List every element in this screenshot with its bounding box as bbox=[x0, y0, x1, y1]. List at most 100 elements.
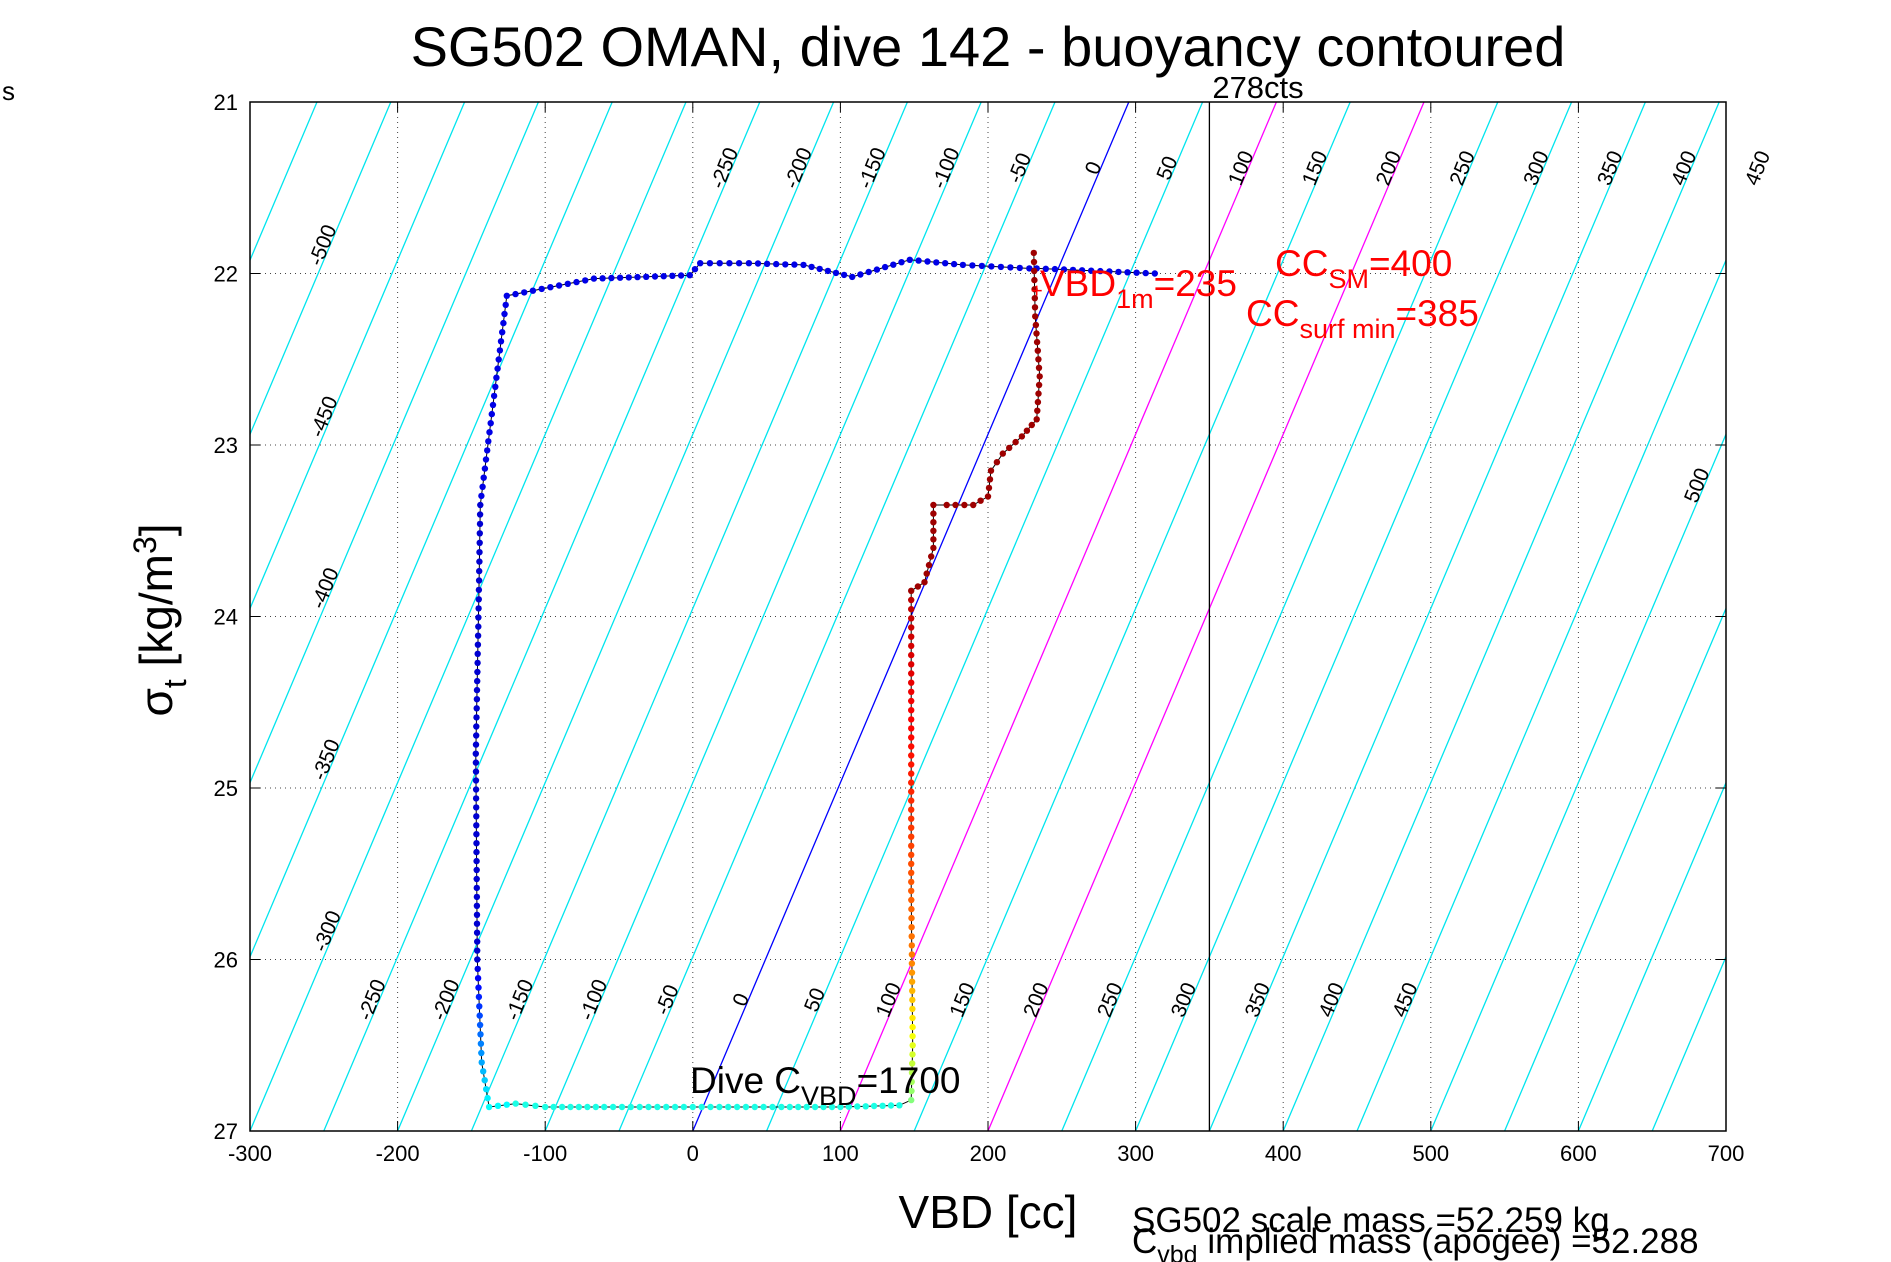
track-point bbox=[908, 924, 915, 931]
track-point bbox=[908, 978, 916, 985]
track-point bbox=[480, 1068, 487, 1075]
contour-line bbox=[839, 102, 1277, 1131]
track-point bbox=[832, 269, 840, 277]
track-point bbox=[908, 688, 915, 695]
track-point bbox=[575, 1103, 583, 1111]
track-point bbox=[908, 869, 915, 876]
track-point bbox=[997, 263, 1005, 271]
track-point bbox=[476, 1012, 483, 1019]
track-point bbox=[481, 465, 489, 472]
track-point bbox=[908, 651, 915, 659]
track-point bbox=[475, 596, 482, 603]
track-point bbox=[680, 1103, 688, 1111]
track-point bbox=[800, 261, 807, 269]
track-point bbox=[564, 280, 571, 287]
track-point bbox=[474, 975, 482, 982]
track-point bbox=[909, 1051, 916, 1058]
contour-line bbox=[1430, 432, 1726, 1131]
track-point bbox=[857, 271, 864, 278]
y-tick-label: 24 bbox=[214, 605, 238, 630]
track-point bbox=[908, 734, 915, 741]
track-point bbox=[930, 510, 937, 517]
track-point bbox=[476, 520, 484, 528]
contour-line bbox=[987, 102, 1425, 1131]
track-point bbox=[924, 258, 931, 265]
track-point bbox=[887, 1102, 895, 1109]
track-point bbox=[472, 795, 480, 802]
track-point bbox=[476, 549, 483, 556]
track-point bbox=[987, 467, 995, 474]
track-point bbox=[890, 261, 897, 268]
track-point bbox=[1031, 267, 1038, 275]
track-point bbox=[1028, 421, 1036, 429]
track-point bbox=[1036, 373, 1043, 380]
track-point bbox=[862, 1103, 869, 1110]
track-point bbox=[499, 329, 506, 336]
track-point bbox=[1034, 347, 1042, 354]
track-point bbox=[782, 261, 789, 268]
track-point bbox=[482, 456, 490, 463]
track-point bbox=[474, 641, 482, 648]
track-point bbox=[634, 273, 641, 281]
contour-line bbox=[0, 102, 243, 1131]
track-point bbox=[908, 716, 915, 723]
track-point bbox=[573, 278, 580, 286]
track-point bbox=[473, 804, 480, 811]
track-point bbox=[725, 1103, 732, 1111]
track-point bbox=[474, 650, 481, 657]
track-point bbox=[908, 860, 915, 867]
y-label-units: [kg/m bbox=[130, 554, 182, 679]
track-point bbox=[521, 289, 528, 296]
track-point bbox=[1023, 427, 1031, 434]
track-point bbox=[769, 1103, 776, 1111]
track-point bbox=[977, 497, 984, 504]
track-point bbox=[487, 420, 494, 427]
track-point bbox=[908, 960, 916, 967]
track-point bbox=[908, 633, 915, 640]
track-point bbox=[475, 605, 482, 612]
contour-line bbox=[250, 102, 466, 611]
contour-line bbox=[1725, 1129, 1726, 1131]
contour-line bbox=[250, 102, 613, 959]
track-point bbox=[698, 1103, 705, 1111]
track-point bbox=[908, 642, 915, 650]
cc-surf-main: CC bbox=[1246, 293, 1299, 334]
track-point bbox=[476, 530, 483, 537]
track-point bbox=[475, 623, 482, 630]
contour-line bbox=[250, 102, 392, 436]
track-point bbox=[584, 1103, 591, 1111]
track-point bbox=[923, 570, 930, 577]
track-point bbox=[477, 1040, 485, 1047]
track-point bbox=[478, 1049, 485, 1057]
track-point bbox=[484, 1094, 491, 1102]
track-point bbox=[908, 797, 915, 804]
y-tick-label: 22 bbox=[214, 262, 238, 287]
track-point bbox=[909, 996, 916, 1004]
track-point bbox=[908, 606, 915, 613]
contour-line bbox=[1800, 102, 1891, 1131]
track-point bbox=[952, 501, 959, 509]
contour-line bbox=[0, 102, 96, 1131]
y-tick-label: 21 bbox=[214, 90, 238, 115]
y-label-sub: t bbox=[157, 679, 193, 688]
x-tick-label: -300 bbox=[228, 1141, 272, 1166]
track-point bbox=[978, 262, 986, 270]
track-point bbox=[473, 920, 481, 927]
track-point bbox=[503, 292, 510, 299]
contour-line bbox=[1577, 780, 1726, 1131]
contour-line bbox=[1208, 102, 1646, 1131]
track-point bbox=[908, 815, 915, 822]
contour-line bbox=[250, 102, 539, 785]
track-point bbox=[489, 401, 497, 409]
track-point bbox=[908, 942, 915, 949]
x-tick-label: 300 bbox=[1117, 1141, 1154, 1166]
track-point bbox=[492, 383, 499, 390]
track-point bbox=[993, 459, 1001, 466]
y-axis-label: σt [kg/m3] bbox=[127, 523, 193, 716]
track-point bbox=[686, 272, 693, 279]
track-point bbox=[898, 259, 905, 266]
track-point bbox=[494, 365, 501, 372]
track-point bbox=[999, 450, 1006, 457]
track-point bbox=[908, 770, 915, 777]
